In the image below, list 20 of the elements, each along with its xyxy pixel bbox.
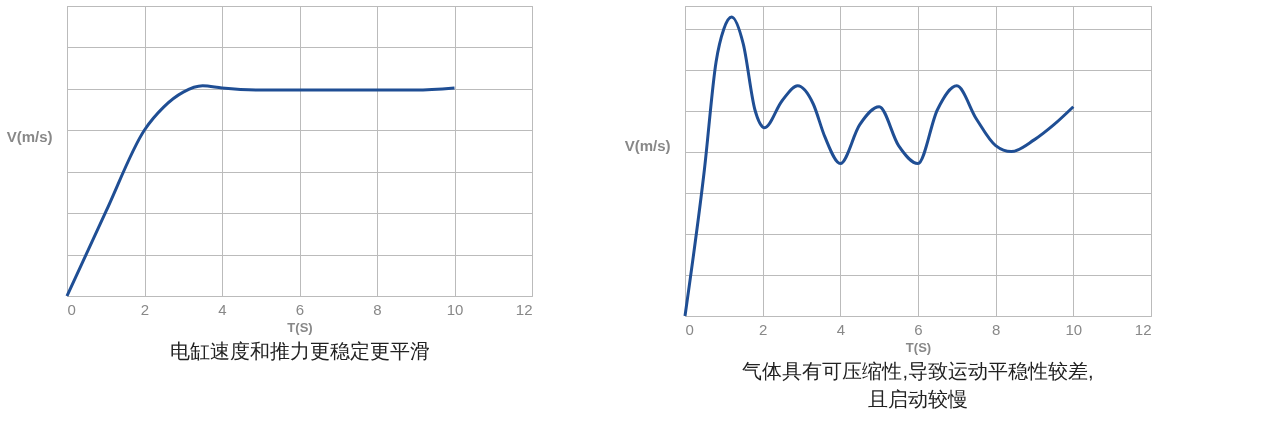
y-axis-title: V(m/s) [6,128,53,145]
x-tick-label: 4 [836,320,846,338]
x-tick-label: 0 [685,320,694,338]
x-axis-title: T(S) [287,319,313,335]
text: 气体具有可压缩性,导致运动平稳性较差,且启动较慢 [742,360,1094,410]
x-tick-label: 2 [758,320,768,338]
y-axis-title: V(m/s) [624,137,671,154]
x-tick-label: 10 [446,300,464,318]
text: 电缸速度和推力更稳定更平滑 [169,340,430,362]
x-tick-label: 10 [1065,320,1083,338]
x-axis-title: T(S) [905,339,932,355]
x-tick-label: 12 [515,300,533,318]
x-tick-label: 12 [1134,320,1152,338]
x-tick-label: 4 [218,300,227,318]
x-tick-label: 6 [914,320,923,338]
x-tick-label: 6 [295,300,305,318]
x-tick-label: 8 [991,320,1001,338]
x-tick-label: 0 [67,300,76,318]
x-tick-label: 8 [373,300,382,318]
x-tick-label: 2 [140,300,150,318]
